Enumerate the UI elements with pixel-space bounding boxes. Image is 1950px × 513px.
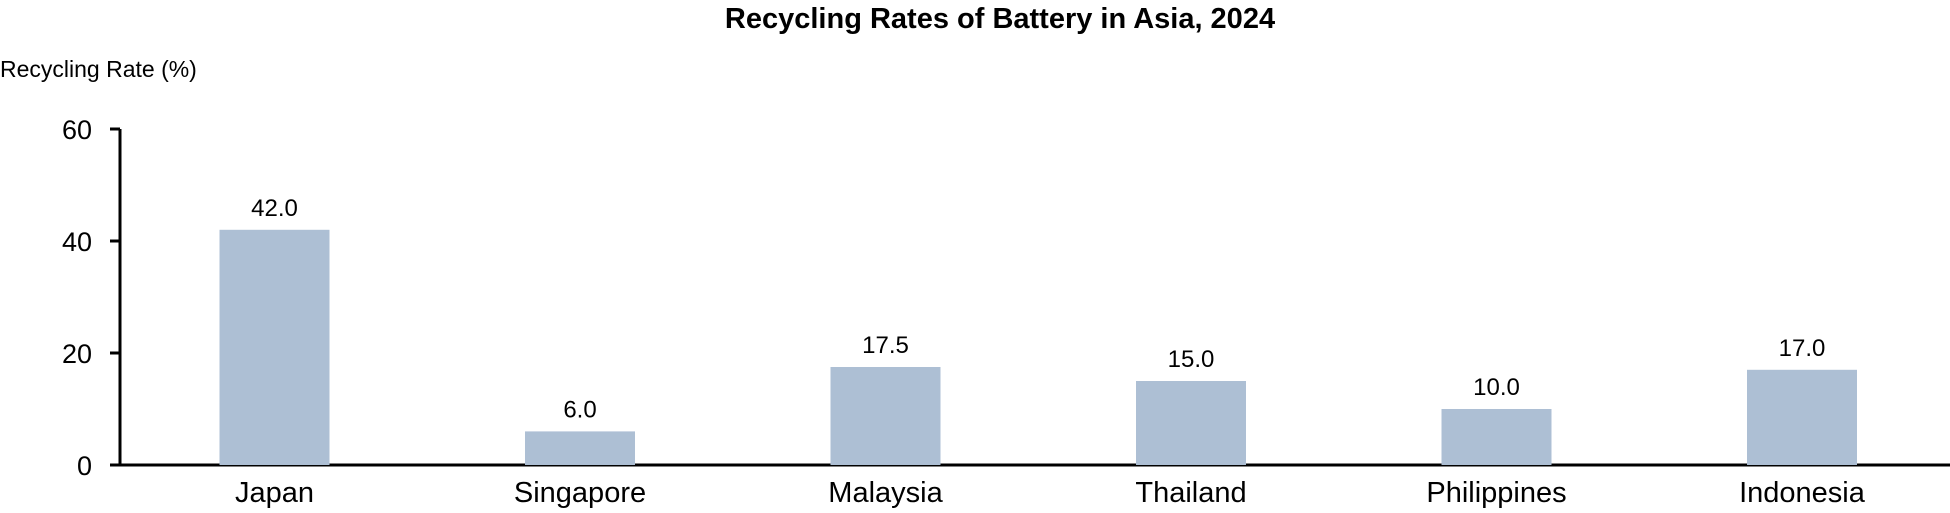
y-axis-label: Recycling Rate (%)	[0, 56, 197, 82]
x-tick-label: Philippines	[1426, 477, 1566, 509]
plot-area: 0 20 40 60 42.0 Japan 6.0 Singapore 17.5 Malaysia…	[62, 115, 1950, 509]
data-label: 15.0	[1168, 346, 1215, 373]
data-label: 17.5	[862, 332, 909, 359]
bar	[1136, 381, 1246, 465]
x-tick-label: Japan	[235, 477, 314, 509]
x-tick-label: Indonesia	[1739, 477, 1866, 509]
data-label: 42.0	[251, 195, 298, 222]
data-label: 10.0	[1473, 374, 1520, 401]
data-label: 6.0	[563, 396, 596, 423]
y-tick-label: 20	[62, 339, 92, 369]
bar	[525, 431, 635, 465]
bar	[1441, 409, 1552, 465]
y-tick-label: 40	[62, 227, 92, 257]
bar	[830, 367, 941, 465]
bar	[1747, 369, 1857, 465]
x-tick-label: Thailand	[1135, 477, 1246, 509]
chart-title: Recycling Rates of Battery in Asia, 2024	[725, 3, 1275, 35]
y-tick-label: 60	[62, 115, 92, 145]
x-tick-label: Malaysia	[828, 477, 943, 509]
data-label: 17.0	[1779, 335, 1826, 362]
bar	[219, 229, 330, 465]
y-tick-label: 0	[77, 451, 92, 481]
x-tick-label: Singapore	[514, 477, 646, 509]
